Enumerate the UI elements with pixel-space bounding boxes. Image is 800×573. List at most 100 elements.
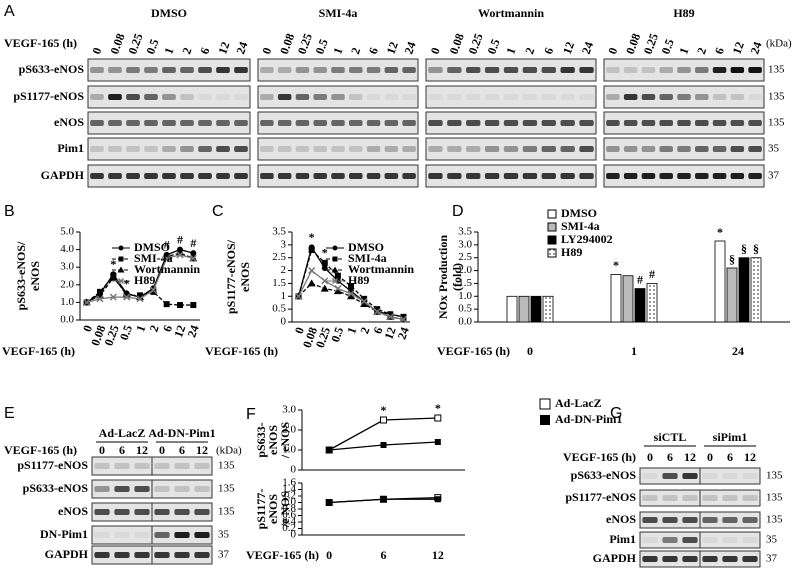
time-label: 6 (712, 46, 727, 56)
time-label: 2 (348, 46, 363, 56)
band (730, 146, 745, 152)
band (428, 67, 443, 73)
legend-label: SMI-4a (561, 219, 600, 233)
time-axis-label: VEGF-165 (h) (563, 450, 636, 464)
band (198, 146, 212, 152)
time-label: 6 (667, 450, 673, 464)
band (466, 173, 481, 179)
series-line (297, 248, 404, 318)
point (295, 292, 303, 300)
point (117, 277, 125, 285)
y-tick-label: 0.4 (282, 516, 296, 528)
band (180, 146, 194, 152)
time-axis-label: VEGF-165 (h) (4, 443, 77, 457)
band (606, 146, 620, 152)
band (108, 173, 122, 179)
annotation: § (753, 241, 759, 255)
band (108, 120, 122, 126)
band (541, 173, 556, 179)
kda-value: 135 (766, 470, 783, 482)
band (198, 120, 212, 126)
band (541, 120, 556, 126)
annotation: # (177, 232, 183, 246)
band (114, 552, 130, 558)
annotation: § (729, 252, 735, 266)
y-tick-label: 0.0 (458, 316, 472, 328)
band (154, 532, 170, 538)
band (541, 94, 556, 100)
time-label: 1 (676, 46, 691, 56)
y-tick-label: 0.8 (282, 503, 296, 515)
point (189, 254, 197, 262)
band (428, 173, 443, 179)
x-tick-label: 0.08 (88, 323, 108, 348)
bar (634, 288, 646, 323)
point (380, 442, 387, 448)
band (295, 173, 310, 179)
time-label: 6 (179, 443, 185, 457)
band (730, 94, 745, 100)
band (90, 173, 104, 179)
y-tick-label: 0 (291, 464, 297, 476)
kda-value: 37 (218, 549, 230, 561)
band (94, 532, 110, 538)
y-tick-label: 0.0 (60, 314, 74, 326)
legend-label: H89 (134, 273, 155, 287)
band (198, 67, 212, 73)
band (90, 120, 104, 126)
y-tick-label: 0.6 (282, 509, 296, 521)
band (366, 146, 381, 152)
y-tick-label: 0.5 (272, 303, 286, 315)
band (349, 120, 363, 126)
point (434, 439, 441, 445)
x-axis-label: VEGF-165 (h) (246, 548, 319, 562)
band (134, 463, 150, 469)
time-label: 24 (747, 40, 764, 56)
x-tick-label: 0.08 (300, 325, 320, 350)
bar (610, 274, 622, 323)
band (313, 173, 327, 179)
band (126, 173, 140, 179)
legend-label: Wortmannin (134, 262, 200, 276)
row-label: Pim1 (609, 532, 636, 546)
point (176, 249, 184, 257)
band (623, 67, 638, 73)
row-label: pS1177-eNOS (565, 490, 636, 504)
point (109, 293, 117, 301)
annotation: * (124, 276, 130, 290)
band (662, 495, 678, 501)
annotation: # (637, 272, 643, 286)
band (702, 537, 718, 543)
kda-value: 135 (218, 483, 235, 495)
band (682, 495, 698, 501)
y-axis-label: (fold) (450, 263, 464, 291)
band (522, 146, 538, 152)
band (384, 173, 399, 179)
y-tick-label: 1.6 (282, 477, 296, 489)
legend-label: Ad-LacZ (555, 396, 602, 410)
band (541, 146, 556, 152)
blot-background (603, 137, 765, 161)
band (662, 473, 678, 479)
band (349, 67, 363, 73)
band (579, 120, 594, 126)
y-tick-label: 1.5 (272, 277, 286, 289)
band (702, 556, 718, 562)
point (360, 300, 369, 307)
legend-swatch (547, 222, 557, 232)
time-label: 0.5 (143, 37, 161, 56)
y-tick-label: 2.5 (458, 251, 472, 263)
band (722, 556, 738, 562)
band (659, 146, 673, 152)
y-tick-label: 1.2 (282, 490, 296, 502)
bar (726, 267, 738, 323)
band (742, 473, 758, 479)
point (434, 414, 442, 422)
band (641, 94, 656, 100)
blot-background (87, 85, 251, 109)
time-label: 1 (330, 46, 345, 56)
y-tick-label: 3 (281, 238, 287, 250)
point (360, 297, 368, 305)
x-axis-label: VEGF-165 (h) (205, 344, 278, 358)
row-label: GAPDH (45, 547, 89, 561)
